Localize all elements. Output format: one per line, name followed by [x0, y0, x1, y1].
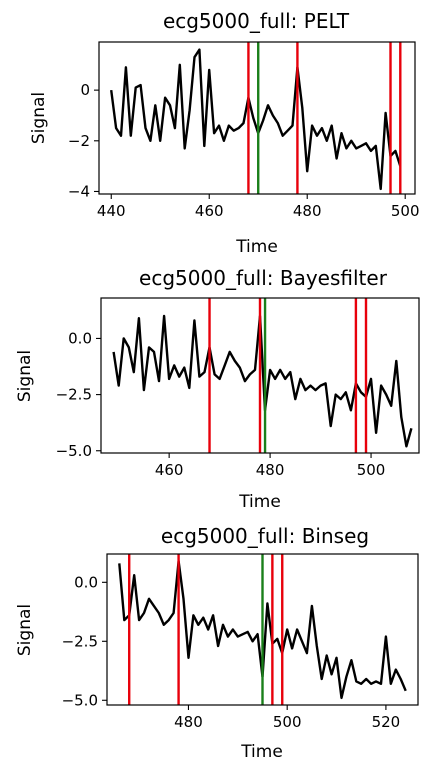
x-tick-label: 480	[293, 202, 322, 220]
x-axis-label: Time	[240, 742, 283, 762]
signal-series-line	[112, 314, 413, 448]
x-tick-label: 500	[391, 202, 420, 220]
axes-frame	[106, 553, 419, 706]
x-tick-label: 500	[357, 461, 386, 479]
x-axis-label: Time	[235, 237, 278, 257]
axes-frame	[98, 41, 416, 195]
panel-title: ecg5000_full: PELT	[163, 9, 350, 33]
y-tick-label: −2.5	[62, 632, 98, 650]
panel-pelt: ecg5000_full: PELT 440 460 480 500 0 −2 −4 Tim…	[29, 9, 420, 257]
x-tick-label: 460	[195, 202, 224, 220]
x-axis-label: Time	[238, 492, 281, 512]
y-axis-label: Signal	[15, 350, 35, 402]
x-tick-label: 460	[155, 461, 184, 479]
x-tick-label: 520	[372, 713, 401, 731]
y-tick-label: −4	[68, 182, 90, 200]
plot-area: 440 460 480 500 0 −2 −4	[68, 42, 420, 220]
panel-bayesfilter: ecg5000_full: Bayesfilter 460 480 500 0.0 −2…	[15, 266, 420, 512]
y-tick-label: −2.5	[56, 386, 92, 404]
y-axis-label: Signal	[29, 92, 49, 144]
axes-frame	[100, 297, 420, 454]
y-tick-label: 0.0	[68, 329, 92, 347]
y-tick-label: 0	[80, 81, 90, 99]
y-tick-label: −5.0	[56, 442, 92, 460]
plot-area: 480 500 520 0.0 −2.5 −5.0	[62, 554, 407, 731]
x-tick-label: 480	[174, 713, 203, 731]
panel-title: ecg5000_full: Binseg	[161, 524, 369, 548]
y-axis-label: Signal	[15, 604, 35, 656]
x-tick-label: 480	[256, 461, 285, 479]
x-tick-label: 440	[97, 202, 126, 220]
y-tick-label: 0.0	[74, 573, 98, 591]
y-tick-label: −5.0	[62, 691, 98, 709]
signal-series-line	[110, 48, 402, 191]
x-tick-label: 500	[273, 713, 302, 731]
plot-area: 460 480 500 0.0 −2.5 −5.0	[56, 298, 413, 479]
panel-title: ecg5000_full: Bayesfilter	[139, 266, 388, 290]
y-tick-label: −2	[68, 132, 90, 150]
panel-binseg: ecg5000_full: Binseg 480 500 520 0.0 −2.5 −5.…	[15, 524, 419, 762]
